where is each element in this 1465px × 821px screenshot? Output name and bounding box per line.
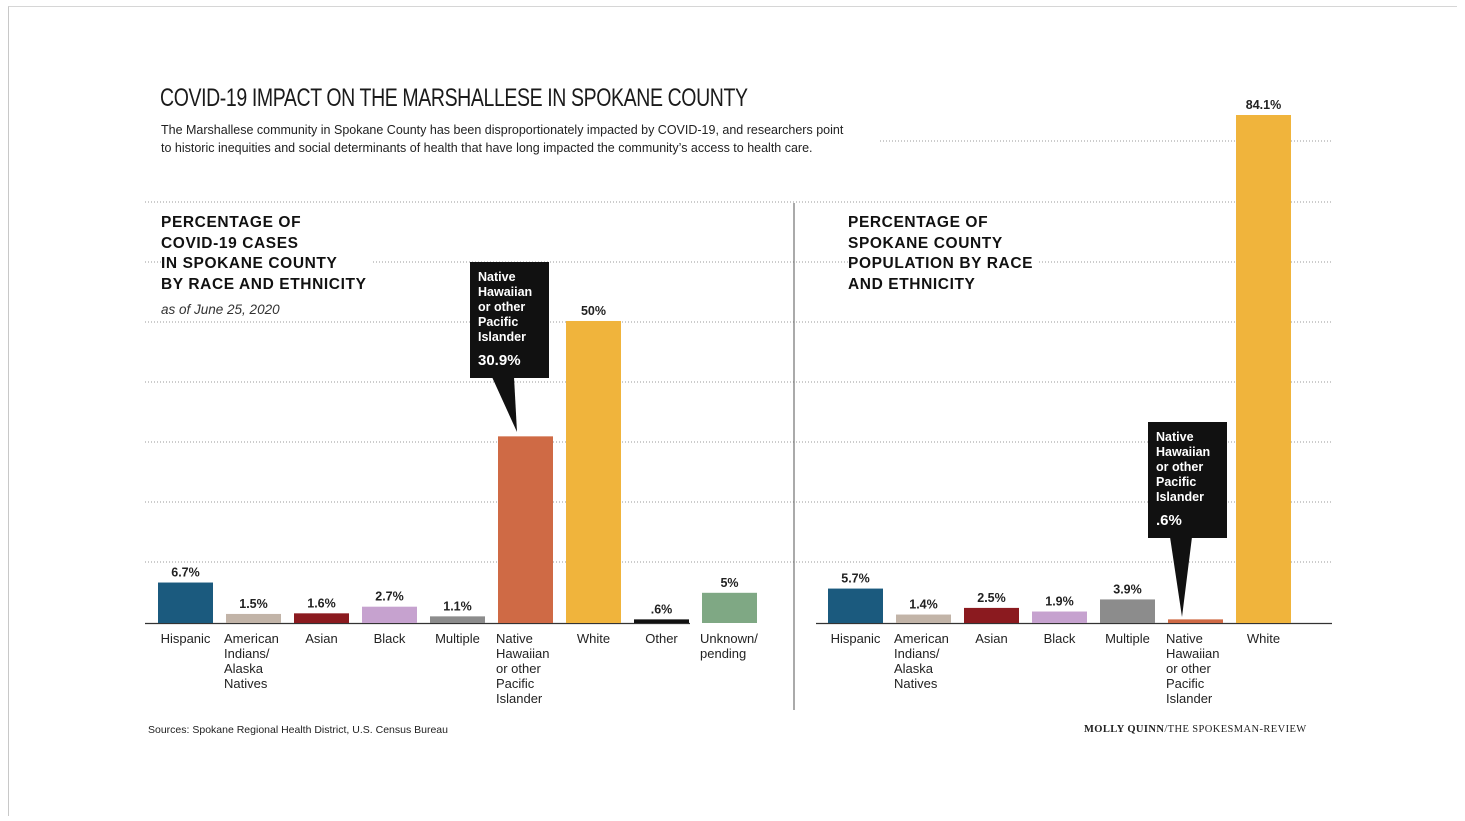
- bar-american-indians-alaska-natives: [226, 613, 281, 623]
- sources-note: Sources: Spokane Regional Health Distric…: [148, 724, 448, 736]
- bar-white: [566, 320, 621, 623]
- bar-native-hawaiian-or-other-pacific-islander: [1168, 619, 1223, 623]
- callout-value: .6%: [1156, 512, 1182, 529]
- category-label-asian: Asian: [975, 631, 1008, 646]
- data-label-hispanic: 6.7%: [171, 566, 200, 580]
- callout-pointer: [1170, 537, 1192, 617]
- category-label-american-indians-alaska-natives: American Indians/Alaska Natives: [894, 631, 949, 691]
- data-label-hispanic: 5.7%: [841, 572, 870, 586]
- callout-native-hawaiian-or-other-pacific-islander: Native Hawaiian or other Pacific Islander .6%: [1148, 422, 1227, 617]
- bar-asian: [294, 613, 349, 623]
- category-label-unknown-pending: Unknown/pending: [700, 631, 758, 661]
- bar-black: [1032, 611, 1087, 623]
- callout-label: Native Hawaiian or other Pacific Islander: [1156, 430, 1210, 504]
- bar-unknown-pending: [702, 592, 757, 623]
- bar-native-hawaiian-or-other-pacific-islander: [498, 436, 553, 623]
- callout-label: Native Hawaiian or other Pacific Islander: [478, 270, 532, 344]
- category-label-other: Other: [645, 631, 678, 646]
- bar-hispanic: [158, 582, 213, 623]
- bar-white: [1236, 115, 1291, 623]
- data-label-american-indians-alaska-natives: 1.5%: [239, 597, 268, 611]
- data-label-black: 2.7%: [375, 590, 404, 604]
- category-label-black: Black: [1044, 631, 1076, 646]
- data-label-american-indians-alaska-natives: 1.4%: [909, 598, 938, 612]
- category-label-multiple: Multiple: [435, 631, 480, 646]
- bar-multiple: [1100, 599, 1155, 623]
- callout-value: 30.9%: [478, 352, 521, 369]
- category-label-asian: Asian: [305, 631, 338, 646]
- data-label-multiple: 3.9%: [1113, 582, 1142, 596]
- category-label-white: White: [577, 631, 610, 646]
- category-label-black: Black: [374, 631, 406, 646]
- page-title: COVID-19 IMPACT ON THE MARSHALLESE IN SP…: [160, 84, 748, 112]
- population-chart-title: PERCENTAGE OF SPOKANE COUNTY POPULATION …: [848, 213, 1038, 295]
- credit-line: MOLLY QUINN/THE SPOKESMAN-REVIEW: [1084, 724, 1307, 735]
- category-label-hispanic: Hispanic: [161, 631, 211, 646]
- category-label-american-indians-alaska-natives: American Indians/Alaska Natives: [224, 631, 279, 691]
- data-label-other: .6%: [651, 602, 673, 616]
- cases-chart-title: PERCENTAGE OF COVID-19 CASES IN SPOKANE …: [161, 213, 371, 295]
- cases-chart: 6.7% Hispanic 1.5% American Indians/Alaska Na…: [145, 262, 758, 706]
- category-label-white: White: [1247, 631, 1280, 646]
- data-label-unknown-pending: 5%: [720, 576, 738, 590]
- data-label-black: 1.9%: [1045, 595, 1074, 609]
- category-label-hispanic: Hispanic: [831, 631, 881, 646]
- credit-author: MOLLY QUINN: [1084, 724, 1165, 735]
- data-label-asian: 2.5%: [977, 591, 1006, 605]
- bar-other: [634, 619, 689, 623]
- category-label-multiple: Multiple: [1105, 631, 1150, 646]
- page-frame: [8, 6, 1457, 816]
- callout-box: [1148, 422, 1227, 538]
- gridlines: [145, 140, 1332, 563]
- callout-native-hawaiian-or-other-pacific-islander: Native Hawaiian or other Pacific Islander 30.…: [470, 262, 549, 432]
- data-label-white: 50%: [581, 304, 606, 318]
- data-label-asian: 1.6%: [307, 596, 336, 610]
- cases-chart-date-note: as of June 25, 2020: [161, 302, 280, 317]
- data-label-white: 84.1%: [1246, 98, 1281, 112]
- bar-multiple: [430, 616, 485, 623]
- page-subtitle: The Marshallese community in Spokane Cou…: [161, 123, 844, 155]
- bar-american-indians-alaska-natives: [896, 614, 951, 623]
- population-chart: 5.7% Hispanic 1.4% American Indians/Alaska Na…: [816, 98, 1332, 706]
- callout-box: [470, 262, 549, 378]
- bar-hispanic: [828, 588, 883, 623]
- data-label-multiple: 1.1%: [443, 599, 472, 613]
- category-label-native-hawaiian-or-other-pacific-islander: Native Hawaiian or other Pacific Islander: [1166, 631, 1219, 706]
- category-label-native-hawaiian-or-other-pacific-islander: Native Hawaiian or other Pacific Islander: [496, 631, 549, 706]
- callout-pointer: [492, 377, 517, 432]
- bar-asian: [964, 607, 1019, 623]
- bar-black: [362, 606, 417, 623]
- credit-publication: /THE SPOKESMAN-REVIEW: [1164, 724, 1307, 735]
